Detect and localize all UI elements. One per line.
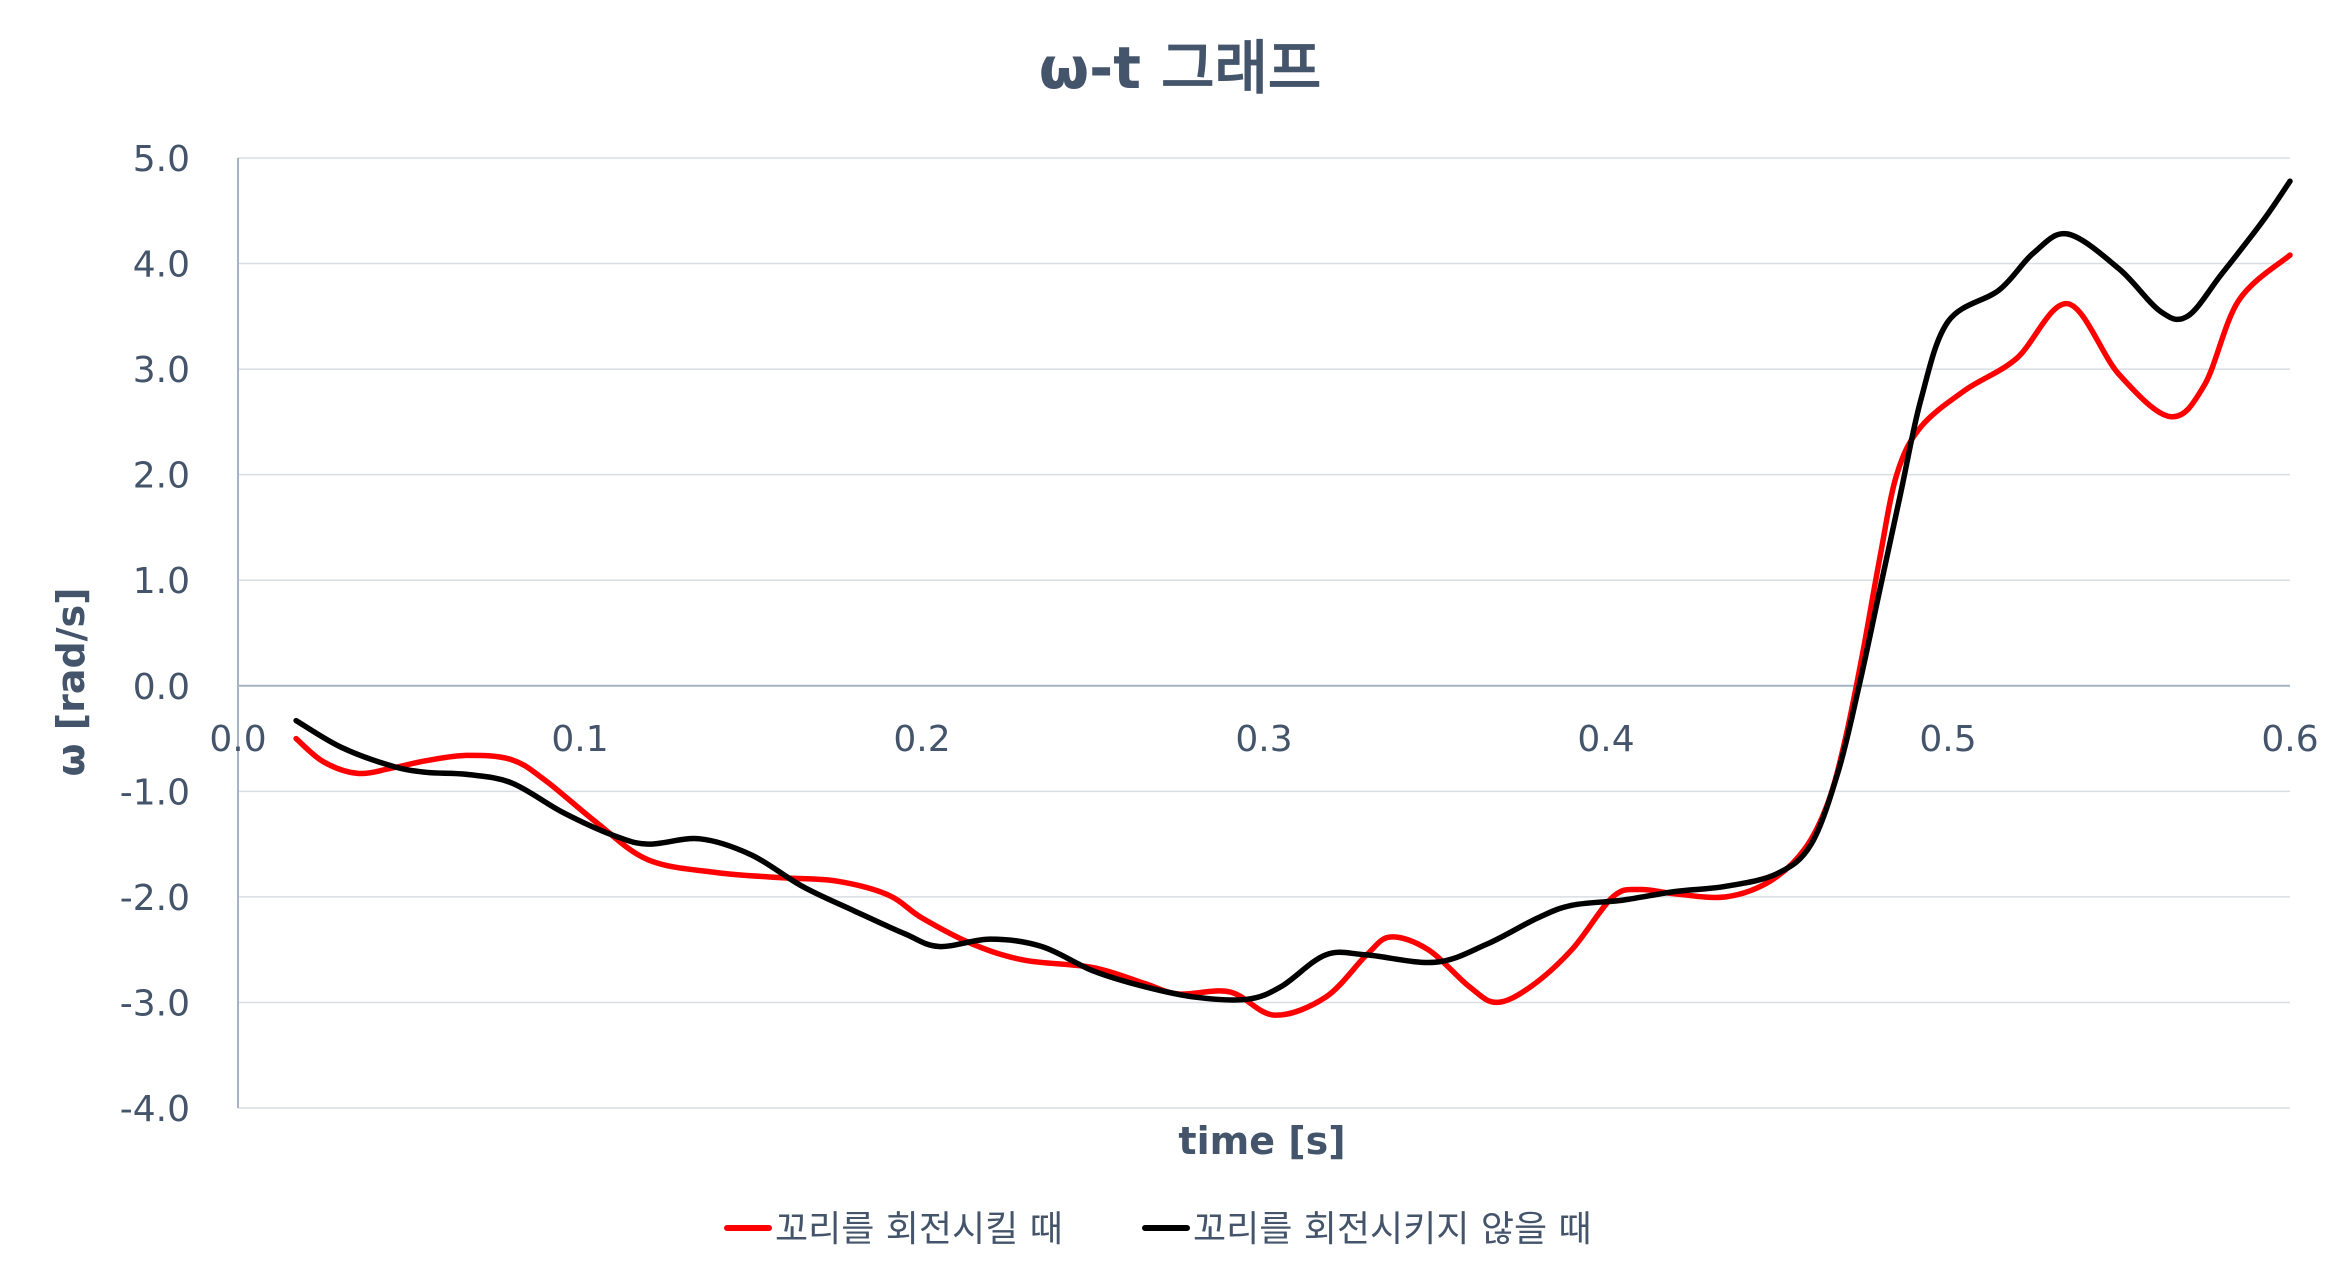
y-tick-label: 5.0 — [133, 139, 190, 180]
y-tick-label: -2.0 — [120, 878, 190, 919]
legend-label-2: 꼬리를 회전시키지 않을 때 — [1193, 1209, 1592, 1250]
y-axis-label: ω [rad/s] — [49, 587, 93, 776]
y-tick-label: -3.0 — [120, 983, 190, 1024]
chart-title: ω-t 그래프 — [1039, 34, 1321, 102]
x-tick-label: 0.5 — [1919, 719, 1976, 760]
x-tick-label: 0.0 — [209, 719, 266, 760]
y-tick-label: -1.0 — [120, 772, 190, 813]
y-tick-label: 2.0 — [133, 456, 190, 497]
y-tick-label: -4.0 — [120, 1089, 190, 1130]
x-tick-label: 0.4 — [1577, 719, 1634, 760]
x-tick-label: 0.2 — [893, 719, 950, 760]
gridlines — [238, 157, 2290, 1109]
series-lines — [293, 178, 2293, 1018]
y-tick-label: 0.0 — [133, 667, 190, 708]
y-tick-label: 3.0 — [133, 350, 190, 391]
x-tick-label: 0.6 — [2261, 719, 2318, 760]
legend: 꼬리를 회전시킬 때 꼬리를 회전시키지 않을 때 — [724, 1209, 1592, 1250]
series-line-2 — [293, 178, 2293, 1003]
y-tick-label: 1.0 — [133, 561, 190, 602]
x-axis-label: time [s] — [1178, 1119, 1345, 1163]
axes: 5.0 4.0 3.0 2.0 1.0 0.0 -1.0 -2.0 -3.0 -4.0 0.0 0.1… — [120, 139, 2319, 1130]
x-tick-label: 0.1 — [551, 719, 608, 760]
y-tick-label: 4.0 — [133, 245, 190, 286]
x-tick-label: 0.3 — [1235, 719, 1292, 760]
legend-label-1: 꼬리를 회전시킬 때 — [775, 1209, 1063, 1250]
